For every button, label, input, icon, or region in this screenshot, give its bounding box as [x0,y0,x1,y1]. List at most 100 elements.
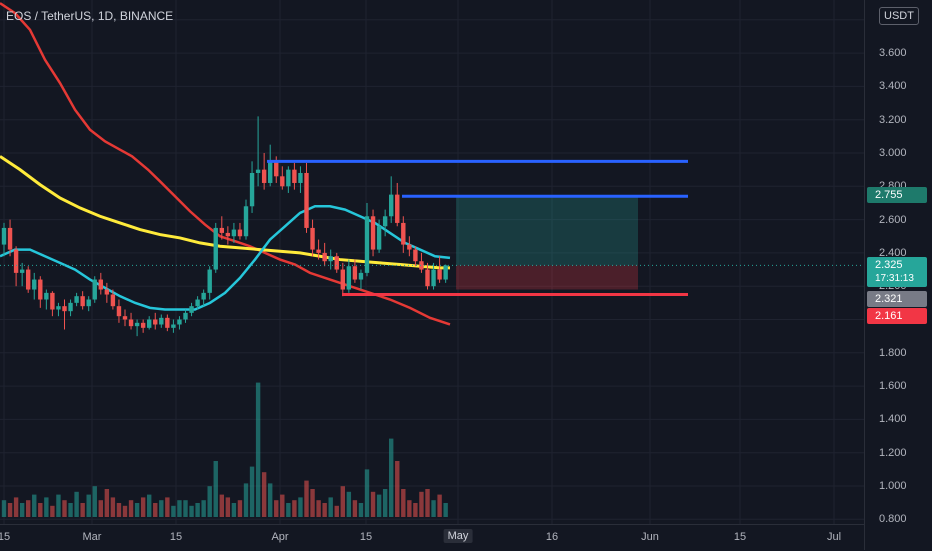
currency-button[interactable]: USDT [879,7,919,25]
candle-body [328,256,333,262]
volume-bar [13,497,19,517]
volume-bar [68,503,73,517]
time-axis[interactable]: 15 Mar 15 Apr 15 May 16 Jun 15 Jul [0,524,864,551]
volume-bar [328,497,333,517]
volume-bar [280,494,285,517]
volume-bar [364,469,370,517]
candle-body [340,269,345,290]
current-price-value: 2.325 [875,259,903,271]
candle-body [358,272,364,280]
candle-body [165,317,170,328]
volume-bar [298,497,303,517]
volume-bar [413,503,418,517]
volume-bar [122,505,128,517]
volume-bar [183,500,188,517]
candle-body [292,169,297,183]
volume-bar [346,491,352,517]
volume-bar [322,503,327,517]
volume-bar [352,500,358,517]
target-price-label: 2.755 [867,187,927,203]
volume-bar [98,500,103,517]
volume-bar [231,503,237,517]
candle-body [62,306,67,312]
candle-body [50,292,55,310]
candle-body [443,265,448,280]
price-tick-label: 3.600 [879,47,907,60]
time-tick-label: Jun [641,531,659,543]
symbol-title[interactable]: EOS / TetherUS, 1D, BINANCE [6,9,174,23]
price-tick-label: 1.600 [879,380,907,393]
volume-bar [32,494,37,517]
volume-bar [207,486,212,517]
candle-body [280,176,285,187]
candle-body [213,227,218,270]
candle-body [407,244,412,250]
candle-body [7,227,13,250]
candle-body [231,229,237,237]
time-tick-label: 15 [733,531,747,543]
price-tick-label: 3.000 [879,147,907,159]
volume-bar [304,480,309,517]
candle-body [413,249,418,262]
volume-bar [340,486,345,517]
price-tick-label: 2.400 [879,246,907,259]
volume-bar [110,497,116,517]
volume-bar [334,505,339,517]
moving-average-mid [0,155,450,270]
volume-bar [376,494,382,517]
volume-bar [116,503,122,517]
candle-body [110,294,116,307]
candle-body [195,299,200,307]
candle-body [153,319,158,325]
price-tick-label: 1.200 [879,446,907,459]
candle-body [346,266,352,290]
volume-bar [26,500,31,517]
time-tick-label: May [443,529,473,543]
candle-body [225,232,231,237]
candle-body [376,226,382,250]
chart-canvas[interactable] [0,0,864,524]
candle-body [316,249,321,253]
candle-body [44,292,49,300]
candle-body [104,289,110,295]
candle-body [419,261,424,270]
volume-bar [401,489,406,517]
candle-body [26,269,31,290]
volume-bar [92,486,97,517]
candle-body [286,169,291,187]
volume-bar [237,500,243,517]
volume-bar [104,489,110,517]
candle-body [56,306,61,310]
volume-bar [165,497,170,517]
price-axis[interactable]: 3.8003.6003.4003.2003.0002.8002.6002.400… [864,0,932,550]
moving-average-long [0,2,451,326]
candle-body [183,312,188,320]
candle-body [207,269,212,293]
volume-bar [50,505,55,517]
volume-bar [358,503,364,517]
volume-bar [201,500,206,517]
candle-body [177,319,182,325]
price-tick-label: 3.400 [879,80,907,93]
volume-bar [56,494,61,517]
candle-body [32,279,37,290]
volume-bar [74,491,79,517]
candle-body [298,172,303,183]
candle-body [219,227,224,233]
volume-bar [437,494,442,517]
candle-body [268,161,273,183]
candle-body [1,227,7,245]
volume-bar [389,438,394,517]
candle-body [68,302,73,312]
volume-bar [382,489,388,517]
volume-bar [407,500,412,517]
candle-body [395,194,400,223]
volume-bar [316,500,321,517]
candle-body [19,269,25,273]
candle-body [80,296,85,307]
chart-area[interactable]: EOS / TetherUS, 1D, BINANCE [0,0,864,524]
candle-body [255,169,261,173]
time-tick-label: 15 [359,531,373,543]
candle-body [92,279,97,300]
candle-body [189,306,194,313]
